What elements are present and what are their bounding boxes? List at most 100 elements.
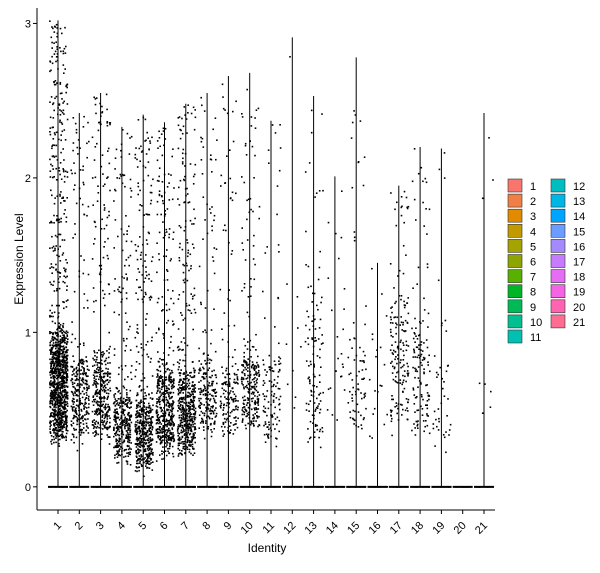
data-point (109, 426, 111, 428)
data-point (56, 288, 58, 290)
data-point (199, 486, 201, 488)
data-point (191, 113, 193, 115)
data-point (139, 204, 141, 206)
data-point (179, 449, 181, 451)
data-point (178, 443, 180, 445)
data-point (118, 314, 120, 316)
data-point (56, 36, 58, 38)
data-point (130, 430, 132, 432)
data-point (178, 366, 180, 368)
data-point (243, 386, 245, 388)
data-point (143, 214, 145, 216)
data-point (53, 387, 55, 389)
data-point (76, 372, 78, 374)
data-point (86, 397, 88, 399)
data-point (58, 167, 60, 169)
data-point (270, 436, 272, 438)
data-point (165, 256, 167, 258)
data-point (182, 381, 184, 383)
data-point (107, 379, 109, 381)
data-point (54, 132, 56, 134)
data-point (297, 327, 299, 329)
data-point (95, 113, 97, 115)
data-point (258, 416, 260, 418)
data-point (258, 108, 260, 110)
data-point (207, 354, 209, 356)
data-point (149, 486, 151, 488)
data-point (194, 486, 196, 488)
data-point (57, 383, 59, 385)
data-point (150, 459, 152, 461)
data-point (62, 239, 64, 241)
data-point (66, 334, 68, 336)
data-point (271, 381, 273, 383)
data-point (192, 402, 194, 404)
data-point (101, 410, 103, 412)
data-point (232, 486, 234, 488)
data-point (265, 421, 267, 423)
data-point (210, 398, 212, 400)
data-point (138, 470, 140, 472)
data-point (186, 239, 188, 241)
data-point (227, 341, 229, 343)
data-point (83, 393, 85, 395)
data-point (60, 162, 62, 164)
data-point (231, 399, 233, 401)
data-point (194, 174, 196, 176)
data-point (279, 370, 281, 372)
data-point (56, 132, 58, 134)
data-point (67, 84, 69, 86)
data-point (125, 312, 127, 314)
data-point (222, 84, 224, 86)
data-point (278, 399, 280, 401)
data-point (183, 425, 185, 427)
data-point (156, 441, 158, 443)
data-point (73, 434, 75, 436)
data-point (130, 188, 132, 190)
data-point (59, 401, 61, 403)
data-point (54, 53, 56, 55)
data-point (129, 424, 131, 426)
data-point (79, 370, 81, 372)
data-point (116, 400, 118, 402)
data-point (136, 279, 138, 281)
data-point (181, 422, 183, 424)
data-point (254, 155, 256, 157)
data-point (180, 180, 182, 182)
data-point (147, 423, 149, 425)
data-point (62, 148, 64, 150)
data-point (208, 426, 210, 428)
data-point (194, 370, 196, 372)
data-point (220, 407, 222, 409)
data-point (65, 46, 67, 48)
data-point (63, 408, 65, 410)
data-point (283, 486, 285, 488)
data-point (229, 415, 231, 417)
data-point (253, 423, 255, 425)
data-point (54, 134, 56, 136)
data-point (157, 147, 159, 149)
data-point (86, 361, 88, 363)
data-point (50, 421, 52, 423)
data-point (163, 237, 165, 239)
data-point (161, 389, 163, 391)
data-point (212, 389, 214, 391)
data-point (57, 430, 59, 432)
data-point (65, 171, 67, 173)
data-point (232, 192, 234, 194)
data-point (139, 444, 141, 446)
data-point (247, 367, 249, 369)
data-point (213, 308, 215, 310)
data-point (159, 422, 161, 424)
data-point (109, 362, 111, 364)
data-point (159, 194, 161, 196)
data-point (125, 273, 127, 275)
data-point (142, 433, 144, 435)
data-point (53, 381, 55, 383)
data-point (161, 410, 163, 412)
data-point (258, 408, 260, 410)
data-point (165, 213, 167, 215)
data-point (192, 454, 194, 456)
data-point (145, 436, 147, 438)
data-point (108, 215, 110, 217)
